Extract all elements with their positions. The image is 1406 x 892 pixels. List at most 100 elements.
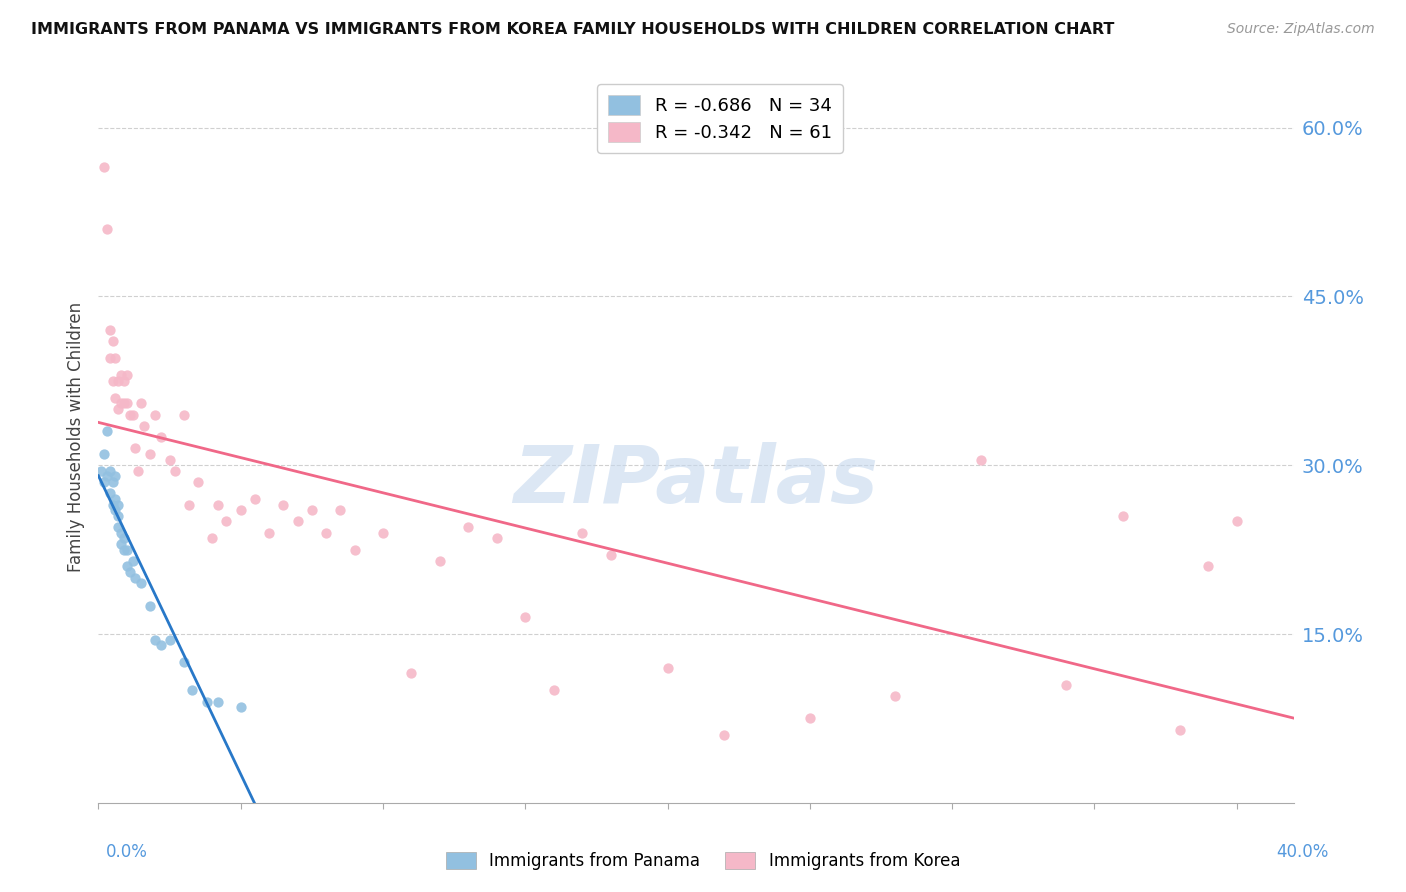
Point xyxy=(1226,515,1249,529)
Point xyxy=(98,351,121,366)
Point xyxy=(1054,678,1077,692)
Point xyxy=(329,503,352,517)
Point xyxy=(301,503,323,517)
Point xyxy=(159,632,181,647)
Point xyxy=(118,408,141,422)
Point xyxy=(969,452,991,467)
Point xyxy=(93,475,115,489)
Point xyxy=(115,542,138,557)
Point xyxy=(543,683,565,698)
Point xyxy=(96,425,118,439)
Point xyxy=(207,498,229,512)
Point xyxy=(129,576,152,591)
Point xyxy=(257,525,280,540)
Point xyxy=(1168,723,1191,737)
Point xyxy=(112,374,135,388)
Point xyxy=(599,548,621,562)
Point xyxy=(107,508,129,523)
Point xyxy=(273,498,295,512)
Point xyxy=(110,537,132,551)
Point xyxy=(98,486,121,500)
Point xyxy=(401,666,423,681)
Point xyxy=(173,408,195,422)
Point xyxy=(150,430,173,444)
Point xyxy=(179,498,201,512)
Text: 0.0%: 0.0% xyxy=(105,843,148,861)
Point xyxy=(150,638,173,652)
Point xyxy=(104,351,127,366)
Point xyxy=(485,532,508,546)
Point xyxy=(159,452,181,467)
Point xyxy=(173,655,195,669)
Point xyxy=(127,464,149,478)
Point xyxy=(93,447,115,461)
Point xyxy=(229,503,252,517)
Point xyxy=(124,571,146,585)
Point xyxy=(90,464,112,478)
Point xyxy=(124,442,146,456)
Point xyxy=(201,532,224,546)
Point xyxy=(112,396,135,410)
Point xyxy=(107,498,129,512)
Point xyxy=(104,469,127,483)
Point xyxy=(884,689,907,703)
Point xyxy=(799,711,821,725)
Point xyxy=(121,408,143,422)
Point xyxy=(429,554,451,568)
Point xyxy=(713,728,735,742)
Point xyxy=(98,464,121,478)
Text: ZIPatlas: ZIPatlas xyxy=(513,442,879,520)
Point xyxy=(98,323,121,337)
Point xyxy=(343,542,366,557)
Point xyxy=(315,525,337,540)
Text: 40.0%: 40.0% xyxy=(1277,843,1329,861)
Point xyxy=(93,160,115,174)
Text: Source: ZipAtlas.com: Source: ZipAtlas.com xyxy=(1227,22,1375,37)
Point xyxy=(571,525,593,540)
Point xyxy=(110,525,132,540)
Point xyxy=(1197,559,1219,574)
Point xyxy=(138,599,160,613)
Point xyxy=(181,683,204,698)
Point xyxy=(143,408,166,422)
Point xyxy=(657,661,679,675)
Point xyxy=(118,565,141,579)
Point xyxy=(243,491,266,506)
Legend: Immigrants from Panama, Immigrants from Korea: Immigrants from Panama, Immigrants from … xyxy=(439,845,967,877)
Point xyxy=(101,475,124,489)
Point xyxy=(515,610,537,624)
Point xyxy=(112,532,135,546)
Point xyxy=(457,520,479,534)
Point xyxy=(107,520,129,534)
Point xyxy=(110,368,132,383)
Point xyxy=(104,503,127,517)
Point xyxy=(207,694,229,708)
Point xyxy=(115,559,138,574)
Point xyxy=(104,491,127,506)
Point xyxy=(143,632,166,647)
Text: IMMIGRANTS FROM PANAMA VS IMMIGRANTS FROM KOREA FAMILY HOUSEHOLDS WITH CHILDREN : IMMIGRANTS FROM PANAMA VS IMMIGRANTS FRO… xyxy=(31,22,1115,37)
Point xyxy=(101,374,124,388)
Point xyxy=(165,464,187,478)
Point xyxy=(107,401,129,416)
Point xyxy=(107,374,129,388)
Point xyxy=(229,700,252,714)
Point xyxy=(1112,508,1135,523)
Legend: R = -0.686   N = 34, R = -0.342   N = 61: R = -0.686 N = 34, R = -0.342 N = 61 xyxy=(598,84,842,153)
Point xyxy=(104,391,127,405)
Point xyxy=(96,469,118,483)
Point xyxy=(110,396,132,410)
Point xyxy=(96,222,118,236)
Point xyxy=(138,447,160,461)
Point xyxy=(187,475,209,489)
Point xyxy=(215,515,238,529)
Point xyxy=(132,418,155,433)
Point xyxy=(129,396,152,410)
Point xyxy=(115,396,138,410)
Point xyxy=(112,542,135,557)
Point xyxy=(101,498,124,512)
Point xyxy=(121,554,143,568)
Y-axis label: Family Households with Children: Family Households with Children xyxy=(66,302,84,572)
Point xyxy=(101,334,124,349)
Point xyxy=(287,515,309,529)
